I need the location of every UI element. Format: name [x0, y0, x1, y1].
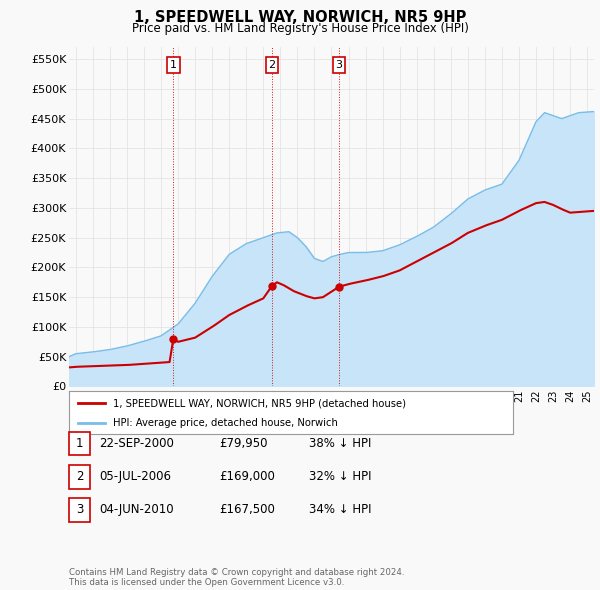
Text: 1, SPEEDWELL WAY, NORWICH, NR5 9HP (detached house): 1, SPEEDWELL WAY, NORWICH, NR5 9HP (deta…	[113, 398, 406, 408]
Text: 1, SPEEDWELL WAY, NORWICH, NR5 9HP: 1, SPEEDWELL WAY, NORWICH, NR5 9HP	[134, 10, 466, 25]
Text: 34% ↓ HPI: 34% ↓ HPI	[309, 503, 371, 516]
Text: 22-SEP-2000: 22-SEP-2000	[99, 437, 174, 450]
Text: 04-JUN-2010: 04-JUN-2010	[99, 503, 173, 516]
Text: Contains HM Land Registry data © Crown copyright and database right 2024.
This d: Contains HM Land Registry data © Crown c…	[69, 568, 404, 587]
Text: 2: 2	[76, 470, 83, 483]
Text: 32% ↓ HPI: 32% ↓ HPI	[309, 470, 371, 483]
Text: 3: 3	[76, 503, 83, 516]
Text: 2: 2	[268, 60, 275, 70]
Text: £167,500: £167,500	[219, 503, 275, 516]
Text: HPI: Average price, detached house, Norwich: HPI: Average price, detached house, Norw…	[113, 418, 338, 428]
Text: 38% ↓ HPI: 38% ↓ HPI	[309, 437, 371, 450]
Text: 3: 3	[335, 60, 343, 70]
Text: 05-JUL-2006: 05-JUL-2006	[99, 470, 171, 483]
Text: Price paid vs. HM Land Registry's House Price Index (HPI): Price paid vs. HM Land Registry's House …	[131, 22, 469, 35]
Text: 1: 1	[170, 60, 177, 70]
Text: 1: 1	[76, 437, 83, 450]
Text: £169,000: £169,000	[219, 470, 275, 483]
Text: £79,950: £79,950	[219, 437, 268, 450]
